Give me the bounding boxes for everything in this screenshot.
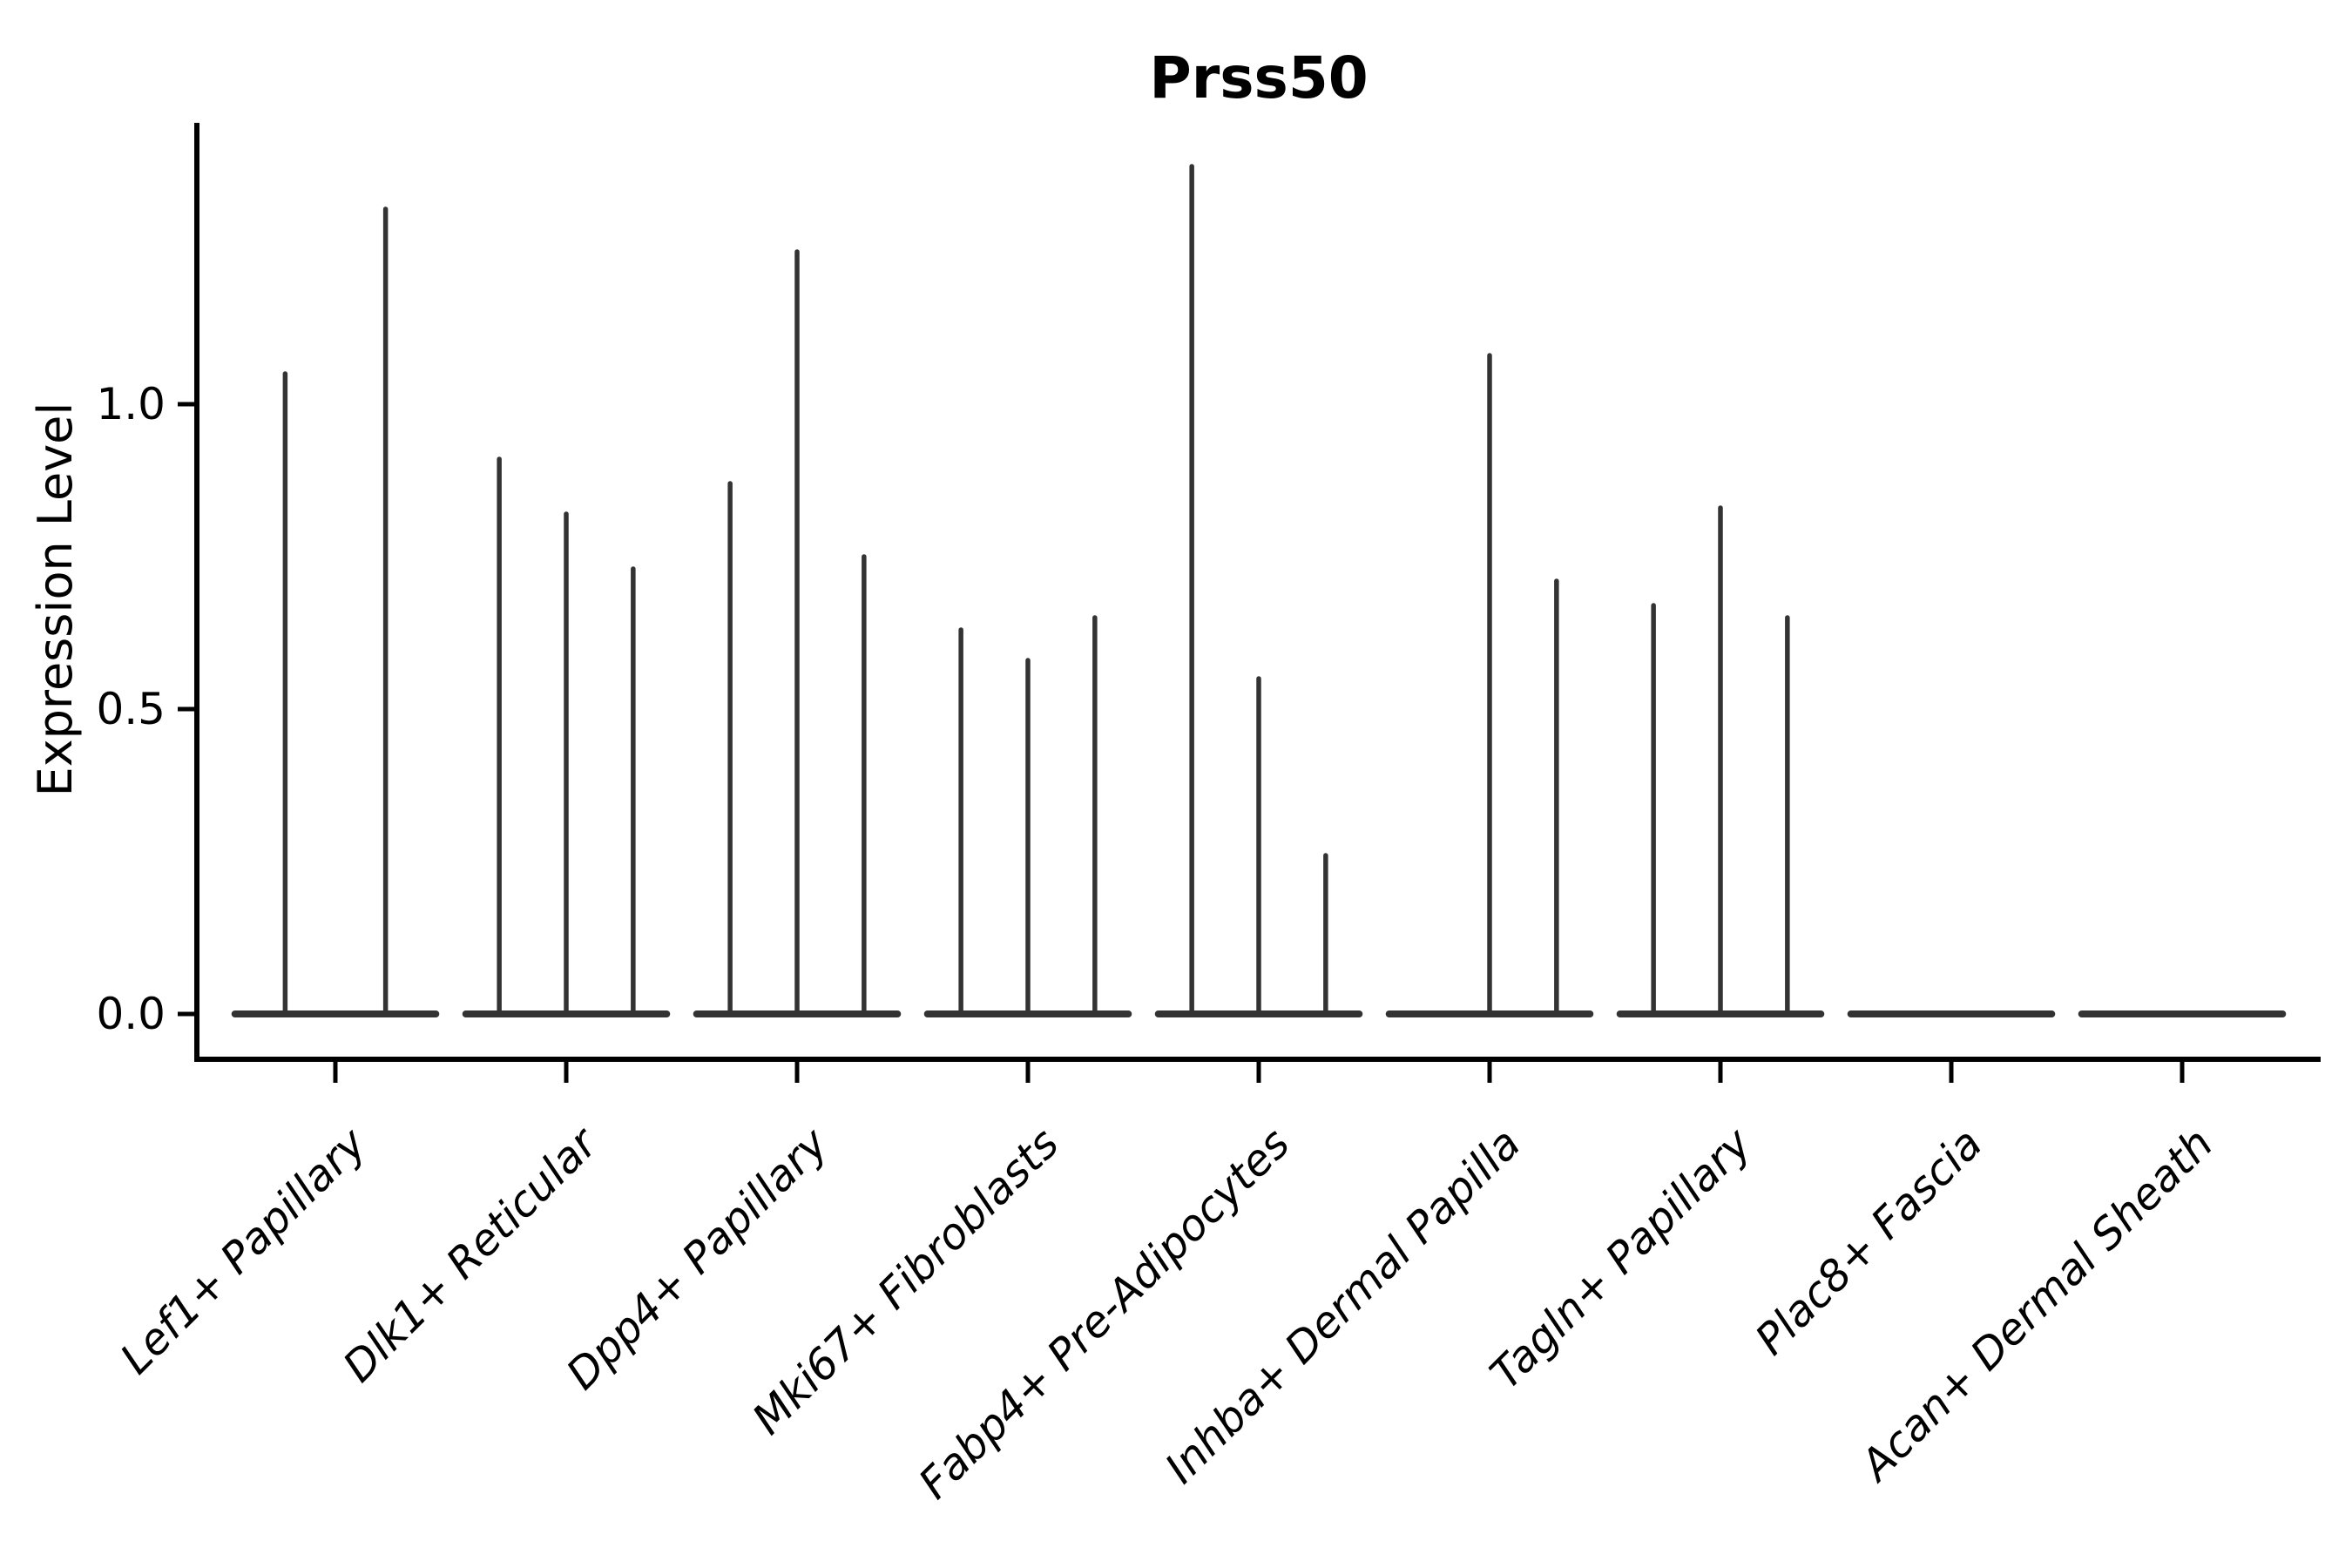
y-axis-label: Expression Level [28,402,83,797]
chart-title: Prss50 [1149,44,1368,112]
x-tick-label: Fabp4+ Pre-Adipocytes [909,1119,1300,1509]
x-tick-label: Plac8+ Fascia [1746,1119,1991,1364]
y-tick-label: 0.5 [96,684,166,734]
x-tick-label: Lef1+ Papillary [111,1118,376,1383]
y-tick-label: 1.0 [96,379,166,429]
x-tick-label: Dlk1+ Reticular [334,1117,608,1391]
y-tick-label: 0.0 [96,989,166,1039]
